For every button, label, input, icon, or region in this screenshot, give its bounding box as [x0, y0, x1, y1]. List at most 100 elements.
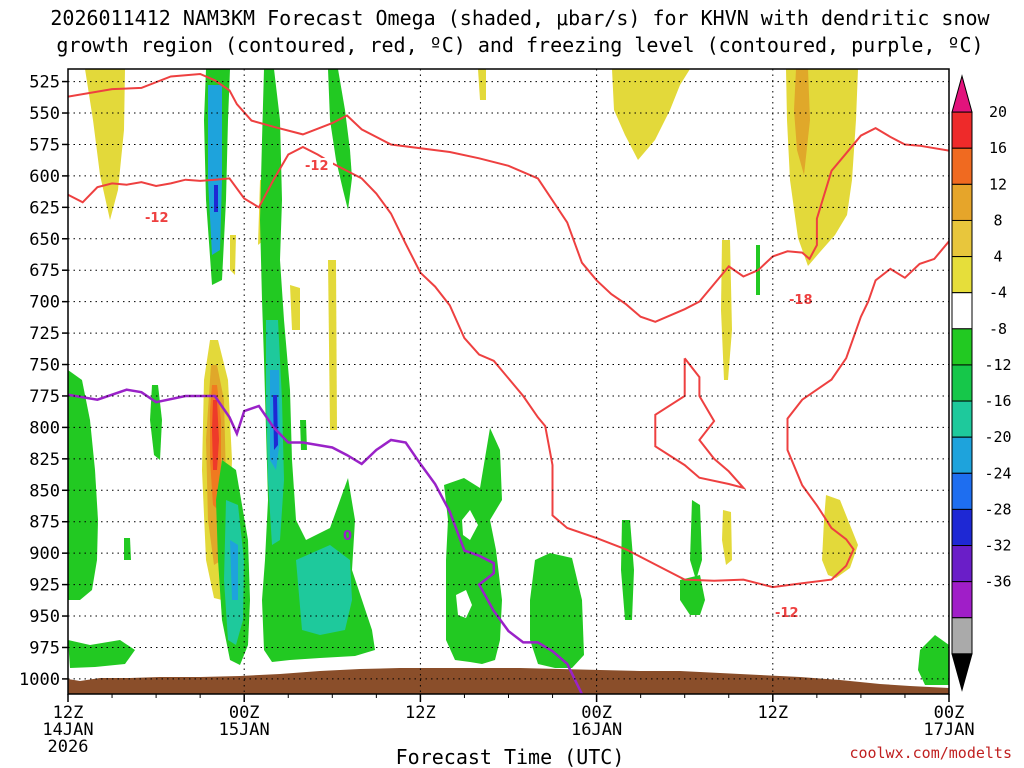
- colorbar: 20 16 12 8 4 -4 -8 -12 -16 -20 -24 -28 -32 -36: [951, 74, 1012, 692]
- y-axis: 525 550 575 600 625 650 675 700 725 750 775 800 825 8…: [19, 73, 68, 690]
- omega-neg-region: [456, 590, 472, 618]
- omega-neg-region: [230, 540, 238, 600]
- watermark: coolwx.com/modelts: [849, 744, 1012, 762]
- colorbar-label: -20: [984, 428, 1011, 446]
- colorbar-label: -16: [984, 392, 1011, 410]
- contour-label: -12: [775, 606, 799, 621]
- y-tick-label: 925: [29, 576, 60, 596]
- colorbar-segment: [951, 111, 973, 149]
- colorbar-segment: [951, 364, 973, 402]
- omega-pos-region: [721, 240, 732, 380]
- omega-neg-region: [124, 538, 131, 560]
- y-tick-label: 600: [29, 167, 60, 187]
- omega-neg-region: [68, 640, 135, 668]
- freezing-level-line: [68, 388, 584, 694]
- y-tick-label: 725: [29, 324, 60, 344]
- omega-neg-region: [680, 575, 705, 615]
- x-tick-label: 12Z: [405, 703, 436, 723]
- chart-title-line1: 2026011412 NAM3KM Forecast Omega (shaded…: [50, 6, 990, 30]
- y-tick-label: 950: [29, 607, 60, 627]
- x-tick-label: 00Z: [229, 703, 260, 723]
- y-tick-label: 750: [29, 356, 60, 376]
- omega-neg-region: [214, 185, 218, 212]
- colorbar-segment: [951, 147, 973, 185]
- colorbar-segment: [951, 74, 973, 113]
- omega-pos-region: [328, 260, 337, 430]
- colorbar-segment: [951, 328, 973, 366]
- colorbar-segment: [951, 219, 973, 258]
- colorbar-segment: [951, 508, 973, 547]
- omega-pos-region: [290, 285, 300, 330]
- colorbar-label: -32: [984, 537, 1011, 555]
- y-tick-label: 625: [29, 198, 60, 218]
- x-tick-label: 17JAN: [923, 720, 974, 740]
- omega-neg-region: [690, 500, 702, 580]
- colorbar-segment: [951, 183, 973, 221]
- omega-neg-region: [150, 385, 162, 460]
- dgz-contour-line: [654, 357, 747, 490]
- colorbar-label: -8: [989, 320, 1007, 338]
- colorbar-label: -12: [984, 356, 1011, 374]
- colorbar-label: 20: [989, 103, 1007, 121]
- omega-neg-region: [621, 520, 634, 620]
- dgz-contours: [68, 72, 949, 694]
- omega-neg-region: [328, 69, 352, 210]
- omega-pos-region: [85, 69, 125, 220]
- dgz-contour-line: [68, 72, 949, 323]
- y-tick-label: 550: [29, 104, 60, 124]
- chart-title-line2: growth region (contoured, red, ºC) and f…: [56, 33, 983, 57]
- omega-pos-region: [612, 69, 690, 160]
- contour-label: -12: [305, 159, 329, 174]
- dgz-contour-line: [68, 145, 949, 589]
- omega-pos-region: [794, 69, 810, 175]
- colorbar-label: -28: [984, 500, 1011, 518]
- colorbar-segment: [951, 653, 973, 692]
- y-tick-label: 775: [29, 387, 60, 407]
- terrain: [68, 668, 949, 694]
- x-tick-label: 00Z: [934, 703, 965, 723]
- y-tick-label: 525: [29, 73, 60, 93]
- colorbar-label: 12: [989, 175, 1007, 193]
- y-tick-label: 575: [29, 135, 60, 155]
- y-tick-label: 975: [29, 638, 60, 658]
- colorbar-segment: [951, 256, 973, 294]
- omega-neg-region: [462, 510, 478, 540]
- colorbar-label: -24: [984, 464, 1011, 482]
- x-tick-label: 12Z: [757, 703, 788, 723]
- omega-neg-region: [260, 69, 375, 662]
- y-tick-label: 875: [29, 513, 60, 533]
- y-tick-label: 675: [29, 261, 60, 281]
- y-tick-label: 825: [29, 450, 60, 470]
- colorbar-label: -36: [984, 573, 1011, 591]
- colorbar-segment: [951, 436, 973, 474]
- grid: [68, 69, 949, 694]
- colorbar-label: 8: [993, 211, 1002, 229]
- colorbar-label: 4: [993, 248, 1002, 266]
- y-tick-label: 850: [29, 481, 60, 501]
- colorbar-segment: [951, 545, 973, 583]
- contour-label: 0: [343, 529, 352, 544]
- colorbar-label: -4: [989, 284, 1007, 302]
- x-tick-label: 12Z: [53, 703, 84, 723]
- contour-label: -12: [145, 211, 169, 226]
- colorbar-segment: [951, 472, 973, 510]
- x-tick-label: 14JAN: [42, 720, 93, 740]
- omega-neg-region: [273, 395, 278, 450]
- colorbar-label: 16: [989, 139, 1007, 157]
- omega-neg-region: [300, 420, 307, 450]
- omega-neg-region: [918, 635, 949, 685]
- y-tick-label: 1000: [19, 670, 60, 690]
- y-tick-label: 650: [29, 230, 60, 250]
- omega-neg-region: [530, 553, 584, 668]
- omega-pos-region: [230, 235, 236, 275]
- x-axis-label: Forecast Time (UTC): [396, 745, 625, 768]
- omega-neg-region: [208, 85, 222, 255]
- y-tick-label: 800: [29, 418, 60, 438]
- omega-neg-region: [296, 545, 352, 635]
- colorbar-segment: [951, 581, 973, 619]
- omega-pos-region: [212, 400, 219, 470]
- x-tick-label: 16JAN: [571, 720, 622, 740]
- contour-label: -18: [789, 293, 813, 308]
